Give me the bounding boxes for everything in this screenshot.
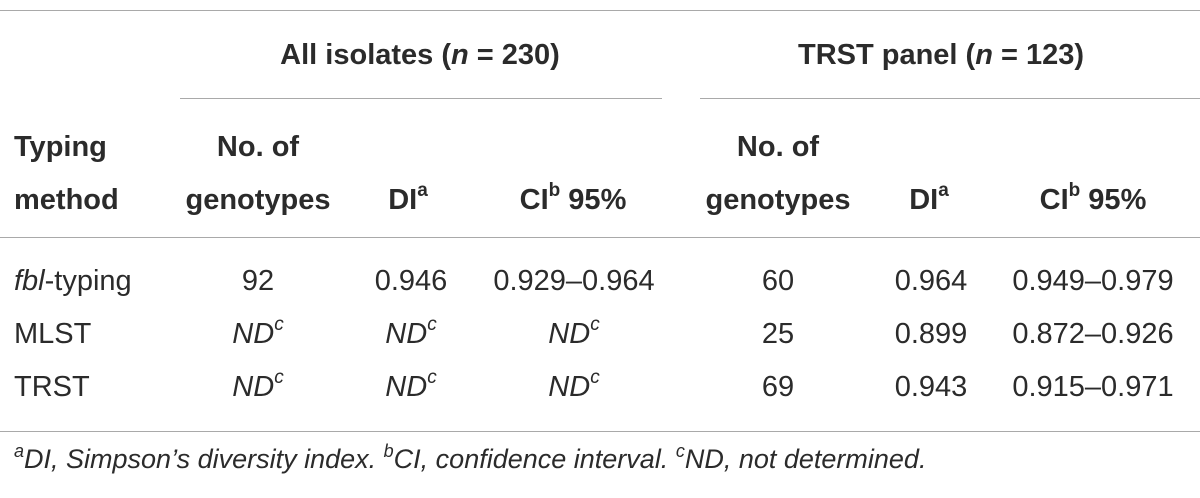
cell-all-di: 0.946: [374, 265, 448, 297]
top-rule: [0, 10, 1200, 11]
cell-trst-ci: 0.872–0.926: [1012, 318, 1174, 350]
col-header-all-di: DIa: [388, 180, 428, 216]
cell-trst-genotypes: 69: [761, 371, 795, 403]
col-header-trst-genotypes-line1: No. of: [736, 131, 820, 163]
col-header-all-genotypes-line1: No. of: [216, 131, 300, 163]
trst-panel-group-rule: [700, 98, 1200, 99]
table-bottom-rule: [0, 431, 1200, 432]
col-header-trst-ci: CIb 95%: [1039, 180, 1147, 216]
row-method: fbl-typing: [14, 265, 132, 297]
cell-trst-genotypes: 60: [761, 265, 795, 297]
header-bottom-rule: [0, 237, 1200, 238]
cell-all-ci: NDc: [548, 314, 600, 350]
cell-trst-genotypes: 25: [761, 318, 795, 350]
col-header-typing-line1: Typing: [14, 131, 107, 163]
cell-all-di: NDc: [385, 314, 437, 350]
col-header-typing-line2: method: [14, 184, 119, 216]
all-isolates-group-rule: [180, 98, 662, 99]
col-header-all-ci: CIb 95%: [519, 180, 627, 216]
cell-all-genotypes: NDc: [232, 367, 284, 403]
col-header-trst-genotypes-line2: genotypes: [705, 184, 851, 216]
cell-all-ci: NDc: [548, 367, 600, 403]
cell-all-genotypes: NDc: [232, 314, 284, 350]
cell-trst-ci: 0.915–0.971: [1012, 371, 1174, 403]
cell-trst-di: 0.964: [894, 265, 968, 297]
group-header-all-isolates: All isolates (n = 230): [280, 39, 560, 71]
cell-trst-ci: 0.949–0.979: [1012, 265, 1174, 297]
cell-trst-di: 0.899: [894, 318, 968, 350]
col-header-all-genotypes-line2: genotypes: [185, 184, 331, 216]
cell-trst-di: 0.943: [894, 371, 968, 403]
cell-all-di: NDc: [385, 367, 437, 403]
cell-all-genotypes: 92: [241, 265, 275, 297]
cell-all-ci: 0.929–0.964: [493, 265, 655, 297]
row-method: MLST: [14, 318, 92, 350]
col-header-trst-di: DIa: [909, 180, 949, 216]
row-method: TRST: [14, 371, 90, 403]
group-header-trst-panel: TRST panel (n = 123): [797, 39, 1085, 71]
table-footnote: aDI, Simpson’s diversity index. bCI, con…: [14, 441, 927, 474]
